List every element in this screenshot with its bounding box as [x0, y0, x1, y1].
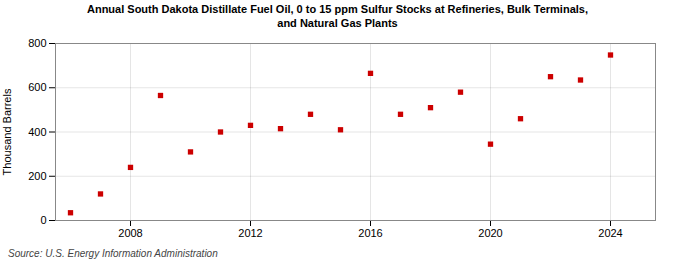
svg-text:2012: 2012 — [238, 227, 262, 239]
svg-text:2008: 2008 — [118, 227, 142, 239]
svg-text:600: 600 — [28, 81, 46, 93]
svg-text:400: 400 — [28, 125, 46, 137]
html-text:Source: U.S. Energy Informatio: Source: U.S. Energy Information Administ… — [8, 247, 218, 259]
svg-text:2020: 2020 — [478, 227, 502, 239]
svg-text:200: 200 — [28, 169, 46, 181]
svg-text:2016: 2016 — [358, 227, 382, 239]
svg-text:2024: 2024 — [598, 227, 622, 239]
svg-text:0: 0 — [40, 214, 46, 226]
svg-text:800: 800 — [28, 37, 46, 49]
svg-text:Thousand Barrels: Thousand Barrels — [1, 88, 13, 175]
html-text:Annual South Dakota Distillate: Annual South Dakota Distillate Fuel Oil,… — [87, 3, 588, 29]
